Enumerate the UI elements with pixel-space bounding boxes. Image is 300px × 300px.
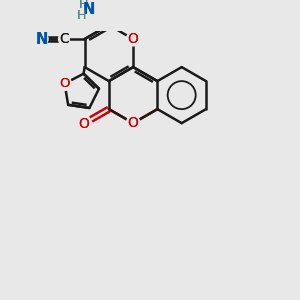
Circle shape — [79, 0, 88, 9]
Text: H: H — [79, 0, 88, 11]
Text: H: H — [77, 10, 86, 22]
Circle shape — [77, 12, 86, 20]
Text: N: N — [36, 32, 48, 46]
Text: C: C — [59, 32, 69, 46]
Text: O: O — [78, 117, 89, 131]
Text: H: H — [79, 0, 88, 11]
Text: O: O — [59, 77, 70, 90]
Circle shape — [58, 77, 71, 91]
Text: O: O — [128, 116, 139, 130]
Circle shape — [126, 116, 140, 130]
Text: N: N — [83, 2, 95, 17]
Circle shape — [58, 34, 69, 44]
Text: O: O — [59, 77, 70, 90]
Text: N: N — [83, 2, 95, 17]
Circle shape — [126, 32, 140, 46]
Text: O: O — [128, 32, 139, 46]
Circle shape — [83, 6, 94, 16]
Circle shape — [36, 33, 48, 45]
Text: O: O — [128, 32, 139, 46]
Circle shape — [77, 117, 90, 130]
Text: C: C — [59, 32, 69, 46]
Text: O: O — [78, 117, 89, 131]
Text: H: H — [77, 10, 86, 22]
Text: N: N — [36, 32, 48, 46]
Text: O: O — [128, 116, 139, 130]
